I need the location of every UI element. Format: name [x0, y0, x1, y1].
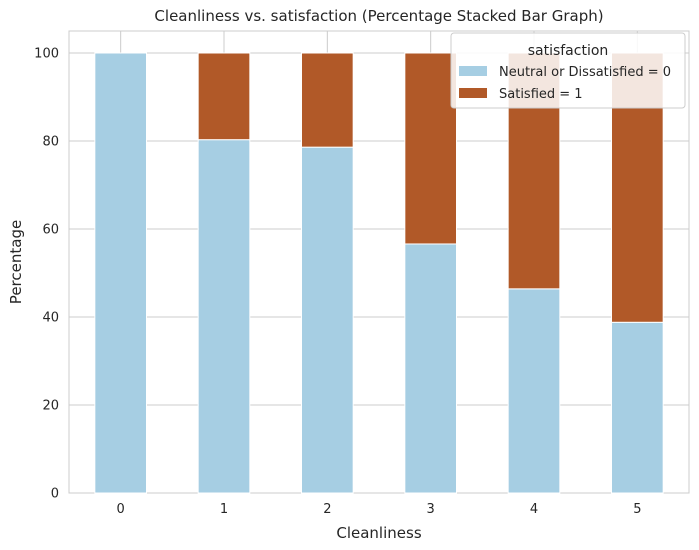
legend-swatch-neutral: [459, 66, 487, 76]
bar-segment-neutral-5: [611, 321, 664, 494]
x-tick-label: 1: [220, 502, 228, 517]
bar-segment-satisfied-2: [301, 52, 354, 148]
bar-segment-neutral-0: [94, 52, 148, 494]
legend-title: satisfaction: [528, 43, 609, 59]
bars: [94, 52, 664, 494]
x-axis-label: Cleanliness: [336, 524, 421, 542]
legend-label-satisfied: Satisfied = 1: [499, 87, 583, 102]
bar-segment-satisfied-1: [197, 52, 251, 141]
x-tick-label: 5: [633, 502, 641, 517]
x-tick-label: 2: [323, 502, 331, 517]
chart-title: Cleanliness vs. satisfaction (Percentage…: [154, 7, 603, 25]
y-tick-label: 60: [42, 223, 59, 238]
bar-segment-satisfied-3: [404, 52, 458, 245]
legend: satisfaction Neutral or Dissatisfied = 0…: [450, 32, 686, 109]
bar-segment-neutral-1: [197, 139, 251, 494]
y-axis-label: Percentage: [7, 220, 25, 304]
legend-swatch-satisfied: [459, 88, 487, 98]
y-tick-label: 20: [42, 399, 59, 414]
bar-segment-neutral-4: [507, 288, 561, 494]
y-tick-labels: 0 20 40 60 80 100: [34, 47, 59, 502]
y-tick-label: 0: [51, 487, 59, 502]
x-tick-label: 0: [117, 502, 125, 517]
x-tick-labels: 0 1 2 3 4 5: [117, 502, 642, 517]
x-tick-label: 4: [530, 502, 538, 517]
x-tick-label: 3: [427, 502, 435, 517]
legend-label-neutral: Neutral or Dissatisfied = 0: [499, 65, 671, 80]
bar-segment-neutral-3: [404, 243, 458, 494]
y-tick-label: 40: [42, 311, 59, 326]
legend-box: [450, 32, 686, 109]
y-tick-label: 100: [34, 47, 59, 62]
y-tick-label: 80: [42, 135, 59, 150]
bar-segment-neutral-2: [301, 146, 354, 494]
